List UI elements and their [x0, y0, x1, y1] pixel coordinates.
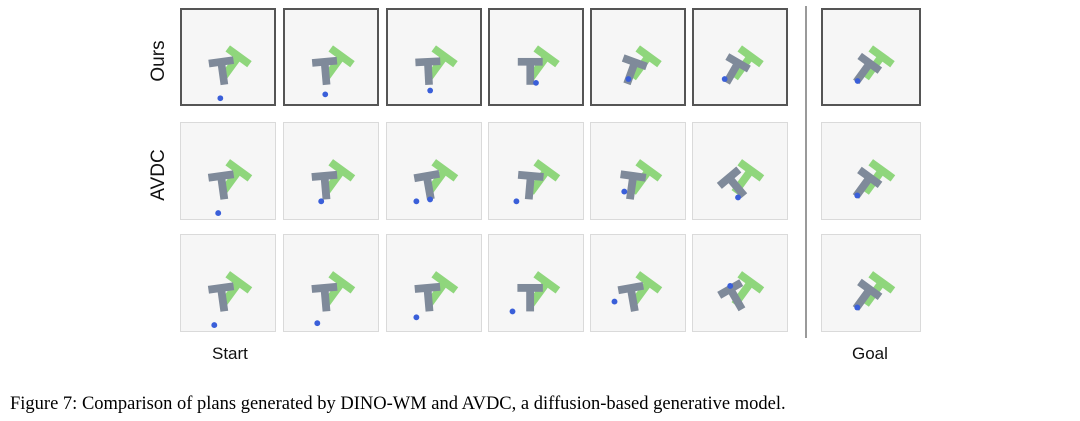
agent-dot [533, 80, 539, 86]
plan-frame [386, 122, 482, 220]
plan-frame [283, 122, 379, 220]
agent-dot [509, 308, 516, 315]
block-t-shape [617, 281, 644, 312]
agent-dot [427, 87, 434, 94]
pusht-scene [509, 271, 561, 315]
plan-frame [488, 234, 584, 332]
pusht-scene [852, 271, 896, 311]
block-t-shape [517, 170, 544, 200]
block-t-shape [620, 170, 647, 200]
block-t-shape [517, 57, 543, 85]
agent-dot [314, 320, 321, 327]
block-t-shape [208, 56, 235, 86]
plan-frame [180, 122, 276, 220]
agent-dot [217, 95, 224, 102]
plan-frame [488, 8, 584, 106]
agent-dot [322, 91, 329, 98]
plan-frame [590, 234, 686, 332]
block-t-shape [207, 170, 235, 200]
pusht-scene [716, 159, 765, 201]
pusht-scene [717, 271, 765, 312]
block-t-shape [311, 56, 338, 86]
pusht-scene [311, 45, 355, 98]
pusht-scene [413, 159, 459, 205]
pusht-scene [208, 45, 252, 102]
pusht-scene [621, 45, 662, 86]
plan-frame [590, 122, 686, 220]
agent-dot [318, 198, 325, 205]
plan-frame [386, 234, 482, 332]
plan-frame [692, 234, 788, 332]
pusht-scene [721, 45, 764, 85]
pusht-scene [311, 271, 356, 327]
goal-label: Goal [852, 344, 888, 363]
plan-frame [692, 122, 788, 220]
agent-dot [854, 192, 861, 199]
plan-frame [590, 8, 686, 106]
plan-frame [180, 8, 276, 106]
goal-frame [821, 122, 921, 220]
goal-frame [821, 8, 921, 106]
agent-dot [625, 76, 632, 82]
block-t-shape [207, 282, 235, 312]
agent-dot [413, 198, 420, 205]
start-label: Start [212, 344, 248, 363]
pusht-scene [853, 45, 895, 85]
pusht-scene [207, 159, 253, 217]
plan-frame [488, 122, 584, 220]
plan-frame [386, 8, 482, 106]
block-t-shape [517, 283, 543, 312]
block-t-shape [716, 166, 748, 199]
agent-dot [427, 196, 434, 203]
row-label-avdc: AVDC [148, 149, 169, 201]
block-t-shape [311, 170, 338, 200]
pusht-scene [620, 159, 663, 200]
agent-dot [727, 283, 734, 289]
pusht-scene [517, 45, 560, 86]
goal-frame [821, 234, 921, 332]
pusht-scene [513, 159, 561, 205]
block-t-shape [414, 282, 441, 312]
plan-frame [283, 8, 379, 106]
agent-dot [621, 188, 628, 195]
row-label-ours: Ours [148, 40, 169, 82]
pusht-scene [311, 159, 356, 205]
block-t-shape [717, 279, 746, 312]
block-t-shape [723, 53, 751, 85]
goal-divider [805, 6, 807, 338]
pusht-scene [413, 271, 459, 321]
block-t-shape [311, 282, 338, 312]
plan-frame [180, 234, 276, 332]
agent-dot [735, 194, 741, 201]
agent-dot [611, 298, 618, 305]
pusht-scene [852, 159, 896, 199]
agent-dot [854, 78, 861, 84]
block-t-shape [413, 169, 440, 200]
agent-dot [513, 198, 520, 205]
plan-frame [283, 234, 379, 332]
pusht-scene [207, 271, 253, 329]
agent-dot [854, 304, 861, 311]
plan-frame [692, 8, 788, 106]
block-t-shape [415, 57, 441, 85]
pusht-scene [415, 45, 458, 94]
pusht-scene [611, 271, 663, 312]
agent-dot [211, 322, 218, 329]
agent-dot [413, 314, 420, 321]
agent-dot [215, 210, 222, 217]
figure-caption: Figure 7: Comparison of plans generated … [10, 394, 786, 414]
agent-dot [721, 76, 728, 82]
